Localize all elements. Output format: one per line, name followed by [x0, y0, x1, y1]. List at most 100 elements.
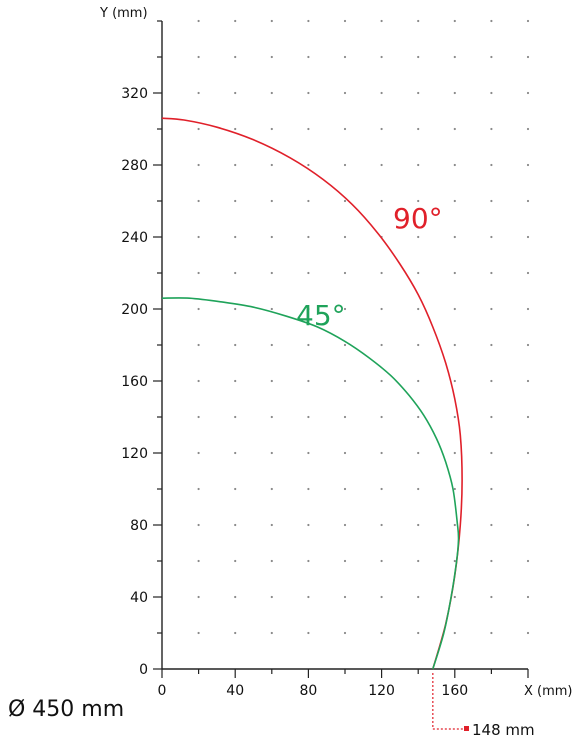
grid-dot	[343, 379, 347, 383]
series-label-90: 90°	[393, 202, 443, 235]
grid-dot	[270, 595, 273, 599]
grid-dot	[417, 19, 420, 23]
grid-dot	[307, 235, 310, 239]
grid-dot	[526, 631, 530, 635]
grid-dot	[343, 199, 347, 203]
y-tick-label: 0	[139, 662, 148, 678]
grid-dot	[526, 487, 530, 491]
grid-dot	[234, 451, 237, 455]
grid-dot	[270, 451, 273, 455]
grid-dot	[307, 127, 310, 131]
grid-dot	[380, 451, 383, 455]
grid-dot	[453, 55, 456, 59]
grid-dot	[270, 523, 273, 527]
grid-dot	[526, 451, 530, 455]
grid-dot	[343, 487, 347, 491]
grid-dot	[380, 595, 383, 599]
grid-dot	[453, 199, 456, 203]
grid-dot	[490, 19, 493, 23]
grid-dot	[417, 487, 420, 491]
grid-dot	[453, 595, 456, 599]
grid-dot	[197, 199, 200, 203]
grid-dot	[453, 631, 456, 635]
x-tick-label: 160	[441, 683, 468, 699]
grid-dot	[343, 271, 347, 275]
grid-dot	[490, 595, 493, 599]
grid-dot	[526, 127, 530, 131]
grid-dot	[234, 487, 237, 491]
grid-dot	[417, 523, 420, 527]
grid-dot	[197, 271, 200, 275]
grid-dot	[197, 91, 200, 95]
grid-dot	[380, 523, 383, 527]
grid-dot	[270, 19, 273, 23]
grid-dot	[526, 235, 530, 239]
grid-dot	[490, 163, 493, 167]
grid-dot	[417, 451, 420, 455]
grid-dot	[490, 235, 493, 239]
grid-dot	[453, 379, 456, 383]
grid-dot	[417, 199, 420, 203]
grid-dot	[343, 55, 347, 59]
grid-dot	[307, 595, 310, 599]
grid-dot	[490, 199, 493, 203]
grid-dot	[270, 91, 273, 95]
grid-dot	[526, 595, 530, 599]
x-tick-label: 40	[226, 683, 244, 699]
grid-dot	[234, 163, 237, 167]
y-tick-label: 120	[121, 446, 148, 462]
grid-dot	[343, 307, 347, 311]
grid-dot	[307, 631, 310, 635]
grid-dot	[270, 379, 273, 383]
grid-dot	[234, 271, 237, 275]
grid-dot	[526, 91, 530, 95]
grid-dot	[453, 451, 456, 455]
grid-dot	[453, 91, 456, 95]
grid-dot	[453, 163, 456, 167]
grid-dot	[417, 307, 420, 311]
grid-dot	[197, 487, 200, 491]
grid-dot	[197, 595, 200, 599]
grid-dot	[307, 451, 310, 455]
grid-dot	[453, 19, 456, 23]
grid-dot	[417, 379, 420, 383]
y-tick-label: 280	[121, 158, 148, 174]
grid-dot	[270, 559, 273, 563]
grid-dot	[270, 631, 273, 635]
grid-dot	[343, 595, 347, 599]
grid-dot	[270, 163, 273, 167]
grid-dot	[380, 19, 383, 23]
grid-dot	[307, 379, 310, 383]
grid-dot	[526, 199, 530, 203]
grid-dot	[380, 307, 383, 311]
grid-dot	[343, 163, 347, 167]
grid-dot	[234, 343, 237, 347]
grid-dot	[234, 235, 237, 239]
x-tick-label: 80	[299, 683, 317, 699]
grid-dot	[490, 55, 493, 59]
grid-dot	[197, 451, 200, 455]
series-label-45: 45°	[296, 299, 346, 332]
grid-dot	[307, 343, 310, 347]
y-tick-label: 240	[121, 230, 148, 246]
series-line-90	[161, 117, 463, 670]
labels: 0 40 80 120 160 0 40 80 120 160 200 240 280 320 X (mm)…	[8, 6, 573, 739]
offset-marker-square	[464, 726, 469, 731]
grid-dot	[307, 487, 310, 491]
grid-dot	[270, 415, 273, 419]
grid-dot	[453, 127, 456, 131]
grid-dot	[343, 523, 347, 527]
grid-dot	[234, 19, 237, 23]
grid-dot	[197, 55, 200, 59]
grid-dot	[270, 271, 273, 275]
grid-dot	[343, 91, 347, 95]
y-axis-label: Y (mm)	[99, 6, 148, 21]
grid-dot	[197, 235, 200, 239]
grid-dot	[380, 199, 383, 203]
grid-dot	[453, 343, 456, 347]
grid-dot	[234, 631, 237, 635]
grid-dot	[343, 127, 347, 131]
grid-dot	[270, 307, 273, 311]
grid-dot	[453, 235, 456, 239]
